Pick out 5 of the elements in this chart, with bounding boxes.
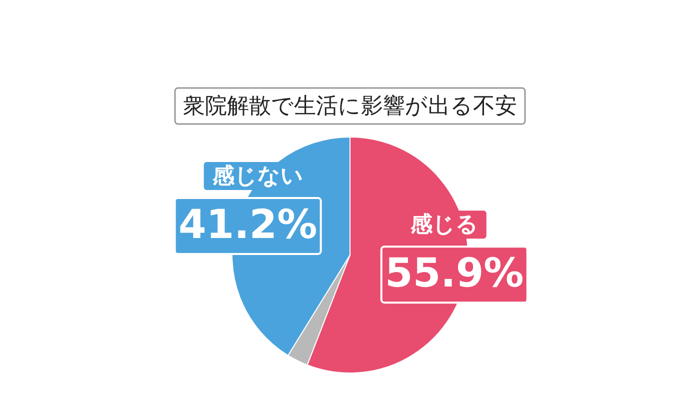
data-label: 41.2% xyxy=(178,202,318,248)
slice-label: 感じる xyxy=(409,212,478,238)
data-label: 55.9% xyxy=(384,250,524,297)
slice-label: 感じない xyxy=(211,164,304,190)
chart-title: 衆院解散で生活に影響が出る不安 xyxy=(183,94,517,119)
